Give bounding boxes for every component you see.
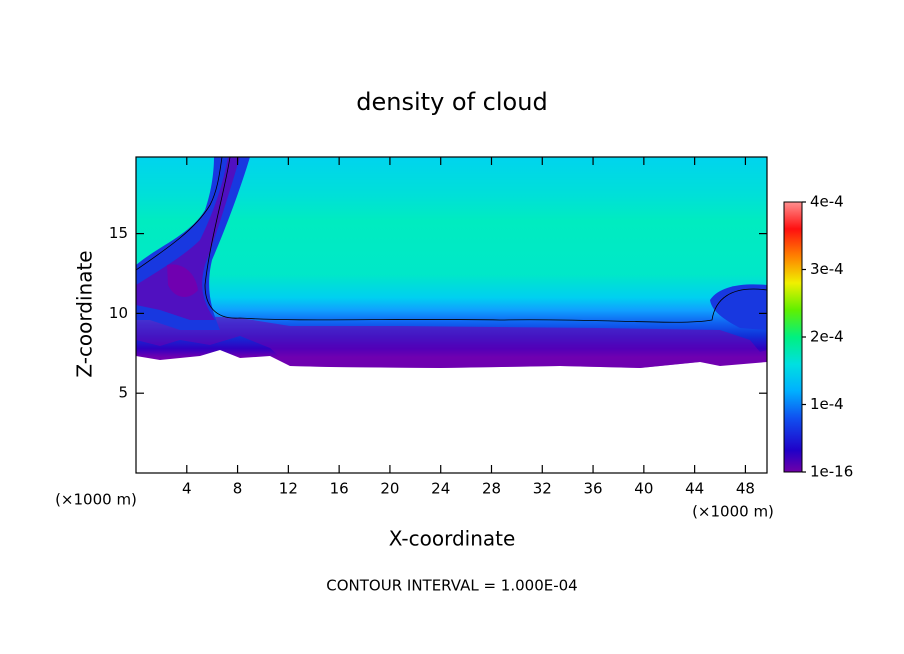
- colorbar-tick-label: 1e-4: [810, 395, 844, 413]
- x-tick-label: 44: [685, 480, 704, 498]
- colorbar-tick-label: 1e-16: [810, 463, 853, 481]
- y-tick-label: 10: [109, 304, 128, 322]
- x-tick-label: 36: [584, 480, 603, 498]
- x-tick-label: 4: [182, 480, 192, 498]
- x-tick-label: 28: [482, 480, 501, 498]
- x-tick-label: 24: [431, 480, 450, 498]
- y-tick-label: 15: [109, 224, 128, 242]
- contour-field: [135, 156, 768, 368]
- x-unit-label: (×1000 m): [692, 503, 774, 521]
- chart-title: density of cloud: [356, 88, 547, 116]
- y-tick-label: 5: [118, 384, 128, 402]
- x-axis-label: X-coordinate: [389, 527, 516, 551]
- colorbar: [783, 201, 803, 473]
- x-tick-label: 12: [279, 480, 298, 498]
- x-tick-label: 48: [736, 480, 755, 498]
- y-unit-label: (×1000 m): [55, 491, 137, 509]
- annotation: CONTOUR INTERVAL = 1.000E-04: [326, 577, 577, 595]
- x-tick-label: 8: [233, 480, 243, 498]
- x-tick-label: 32: [533, 480, 552, 498]
- colorbar-tick-label: 4e-4: [810, 193, 844, 211]
- y-axis-label: Z-coordinate: [73, 250, 97, 377]
- x-tick-label: 20: [380, 480, 399, 498]
- colorbar-tick-label: 3e-4: [810, 260, 844, 278]
- x-tick-label: 40: [634, 480, 653, 498]
- colorbar-tick-label: 2e-4: [810, 328, 844, 346]
- x-tick-label: 16: [330, 480, 349, 498]
- plot-frame: [135, 156, 768, 474]
